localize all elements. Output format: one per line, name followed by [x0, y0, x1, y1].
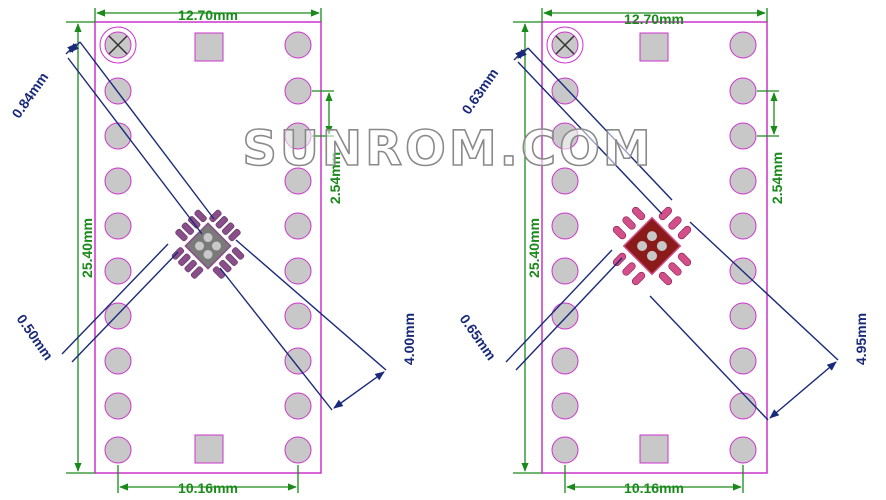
green-dimensions	[66, 8, 334, 493]
dim-pad-pitch: 0.50mm	[14, 311, 57, 363]
through-hole-pad	[551, 167, 579, 195]
dim-body-size: 4.95mm	[853, 313, 869, 365]
dim-pin-pitch: 2.54mm	[769, 152, 785, 204]
square-pad-bottom	[639, 434, 669, 464]
through-hole-pad	[284, 302, 312, 330]
through-hole-pad	[551, 392, 579, 420]
watermark: SUNROM.COM	[242, 121, 653, 177]
through-hole-pad	[729, 392, 757, 420]
dim-pad-pitch: 0.65mm	[457, 311, 500, 363]
through-hole-pad	[104, 302, 132, 330]
through-hole-pad	[729, 122, 757, 150]
dim-pin-pitch: 2.54mm	[327, 152, 343, 204]
pad-column-right	[729, 31, 757, 464]
square-pad-top	[639, 32, 669, 62]
qfn-footprint	[171, 209, 245, 279]
through-hole-pad	[104, 392, 132, 420]
right-board: 12.70mm 25.40mm 10.16mm 2.54mm 0.63mm 0.…	[457, 8, 869, 496]
through-hole-pad	[284, 257, 312, 285]
through-hole-pad	[551, 347, 579, 375]
through-hole-pad	[104, 77, 132, 105]
pad-column-left	[551, 77, 579, 464]
dim-row-spacing: 10.16mm	[624, 480, 684, 496]
board-outline	[541, 21, 768, 474]
pad-column-left	[104, 77, 132, 464]
through-hole-pad	[551, 436, 579, 464]
through-hole-pad	[284, 212, 312, 240]
through-hole-pad	[729, 302, 757, 330]
navy-dimensions	[61, 41, 387, 411]
board-outline	[94, 21, 322, 474]
dim-board-height: 25.40mm	[79, 218, 95, 278]
through-hole-pad	[551, 77, 579, 105]
dim-board-width: 12.70mm	[624, 11, 684, 27]
qfn-footprint	[612, 206, 692, 286]
through-hole-pad	[104, 257, 132, 285]
through-hole-pad	[104, 347, 132, 375]
pin1-marker	[546, 26, 584, 64]
dim-pad-length: 0.84mm	[8, 69, 51, 121]
through-hole-pad	[551, 212, 579, 240]
through-hole-pad	[729, 347, 757, 375]
through-hole-pad	[104, 167, 132, 195]
through-hole-pad	[284, 31, 312, 59]
through-hole-pad	[551, 122, 579, 150]
through-hole-pad	[284, 122, 312, 150]
through-hole-pad	[729, 212, 757, 240]
green-dimensions	[513, 8, 779, 493]
square-pad-bottom	[194, 434, 224, 464]
dim-board-width: 12.70mm	[178, 7, 238, 23]
through-hole-pad	[284, 167, 312, 195]
through-hole-pad	[729, 436, 757, 464]
dim-pad-length: 0.63mm	[458, 65, 501, 117]
through-hole-pad	[104, 212, 132, 240]
through-hole-pad	[729, 31, 757, 59]
navy-dimensions	[505, 47, 839, 421]
through-hole-pad	[284, 436, 312, 464]
dim-body-size: 4.00mm	[401, 313, 417, 365]
dim-board-height: 25.40mm	[526, 218, 542, 278]
through-hole-pad	[104, 436, 132, 464]
pin1-marker	[99, 26, 137, 64]
square-pad-top	[194, 32, 224, 62]
pad-column-right	[284, 31, 312, 464]
through-hole-pad	[284, 77, 312, 105]
dim-row-spacing: 10.16mm	[178, 480, 238, 496]
through-hole-pad	[284, 347, 312, 375]
left-board: 12.70mm 25.40mm 10.16mm 2.54mm 0.84mm 0.…	[8, 7, 417, 496]
through-hole-pad	[551, 302, 579, 330]
through-hole-pad	[729, 167, 757, 195]
through-hole-pad	[284, 392, 312, 420]
through-hole-pad	[551, 257, 579, 285]
through-hole-pad	[729, 77, 757, 105]
